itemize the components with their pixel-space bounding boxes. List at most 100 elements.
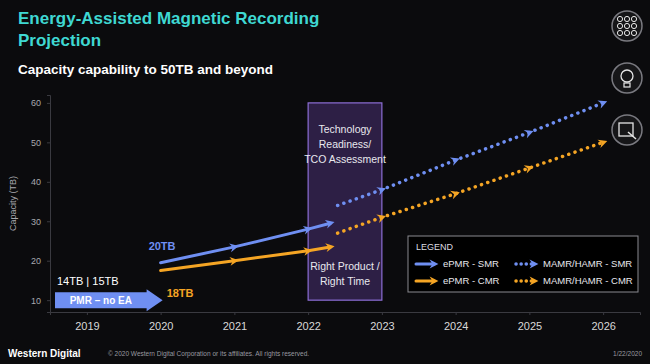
y-tick: 40 [31, 177, 50, 187]
box-text: TCO Assessment [304, 153, 386, 165]
x-tick-mark [161, 312, 162, 315]
icon-part [624, 30, 629, 35]
x-tick: 2024 [444, 312, 468, 332]
box-text: Right Product / [310, 260, 380, 272]
y-tick-mark [47, 261, 50, 262]
x-tick-label: 2025 [518, 320, 542, 332]
icon-part [624, 83, 630, 87]
y-tick-mark [47, 300, 50, 301]
icon [612, 63, 642, 93]
legend-label: ePMR - SMR [443, 258, 499, 269]
icon [612, 115, 642, 145]
title: Projection [18, 31, 101, 50]
legend-box [408, 236, 638, 292]
box-text: Technology [318, 123, 372, 135]
icon-part [617, 23, 622, 28]
y-tick-mark [47, 182, 50, 183]
icon-part [624, 23, 629, 28]
x-tick-mark [456, 312, 457, 315]
x-tick-mark [234, 312, 235, 315]
y-tick: 30 [31, 217, 50, 227]
icon-part [621, 70, 633, 82]
x-tick: 2019 [75, 312, 99, 332]
x-tick: 2026 [591, 312, 615, 332]
x-axis: 2019 2020 2021 2022 2023 2024 2025 2026 [51, 312, 641, 332]
x-tick-mark [87, 312, 88, 315]
series-line [161, 247, 331, 271]
icon [612, 11, 642, 41]
y-tick-mark [47, 221, 50, 222]
x-tick-label: 2021 [223, 320, 247, 332]
x-tick-label: 2022 [296, 320, 320, 332]
x-tick-mark [603, 312, 604, 315]
annotation: 18TB [167, 287, 194, 299]
icon-circle [612, 63, 642, 93]
icon-part [617, 30, 622, 35]
x-tick-label: 2020 [149, 320, 173, 332]
icon-part [631, 16, 636, 21]
annotation: 14TB | 15TB [57, 275, 119, 287]
y-tick-label: 50 [31, 138, 41, 148]
x-tick: 2025 [518, 312, 542, 332]
y-tick: 50 [31, 138, 50, 148]
annotation: 20TB [149, 240, 176, 252]
box-text: Right Time [320, 275, 370, 287]
y-tick-mark [47, 142, 50, 143]
x-tick-label: 2024 [444, 320, 468, 332]
icons [612, 11, 642, 145]
x-tick: 2022 [296, 312, 320, 332]
footer-date: 1/22/2020 [613, 350, 642, 357]
y-axis-title: Capacity (TB) [8, 176, 18, 231]
box-text: Readiness/ [319, 138, 372, 150]
x-tick: 2020 [149, 312, 173, 332]
icon-circle [612, 115, 642, 145]
assessment-box [308, 103, 382, 300]
footer-copyright: © 2020 Western Digital Corporation or it… [108, 350, 309, 358]
x-tick-label: 2023 [370, 320, 394, 332]
icon-part [624, 16, 629, 21]
icon-part [631, 23, 636, 28]
x-tick-label: 2026 [591, 320, 615, 332]
x-tick-label: 2019 [75, 320, 99, 332]
y-tick-label: 20 [31, 256, 41, 266]
y-tick: 60 [31, 98, 50, 108]
y-tick: 10 [31, 296, 50, 306]
legend-label: MAMR/HAMR - CMR [543, 275, 633, 286]
icon-part [628, 132, 636, 139]
annotation: PMR – no EA [70, 295, 132, 306]
x-tick: 2021 [223, 312, 247, 332]
legend: LEGEND ePMR - SMR ePMR - CMR MAMR/HAMR - SM… [408, 236, 638, 292]
legend-swatch [416, 263, 434, 266]
footer-brand: Western Digital [8, 348, 81, 359]
subtitle: Capacity capability to 50TB and beyond [18, 62, 273, 77]
y-axis-line [47, 96, 51, 313]
y-tick: 20 [31, 256, 50, 266]
legend-label: ePMR - CMR [443, 275, 500, 286]
x-tick-mark [308, 312, 309, 315]
x-tick: 2023 [370, 312, 394, 332]
series-line [161, 223, 331, 262]
x-tick-mark [382, 312, 383, 315]
y-tick-mark [47, 103, 50, 104]
icon-part [617, 16, 622, 21]
chart-root: Energy-Assisted Magnetic Recording Projec… [0, 0, 650, 364]
title: Energy-Assisted Magnetic Recording [18, 9, 319, 28]
y-axis: 10 20 30 40 50 60 [31, 96, 51, 313]
icon-part [631, 30, 636, 35]
x-tick-mark [529, 312, 530, 315]
legend-title: LEGEND [416, 242, 454, 252]
legend-swatch [416, 280, 434, 283]
icon-circle [612, 11, 642, 41]
pmr-arrow: PMR – no EA [55, 289, 163, 311]
chart-svg: Energy-Assisted Magnetic Recording Projec… [0, 0, 650, 364]
pmr-arrow-shape [55, 289, 163, 311]
legend-label: MAMR/HAMR - SMR [543, 258, 632, 269]
y-tick-label: 10 [31, 296, 41, 306]
y-tick-label: 60 [31, 98, 41, 108]
background [0, 0, 650, 364]
x-axis-line [51, 313, 641, 316]
legend-swatch [516, 279, 534, 283]
legend-swatch [516, 262, 534, 266]
y-tick-label: 40 [31, 177, 41, 187]
y-tick-label: 30 [31, 217, 41, 227]
